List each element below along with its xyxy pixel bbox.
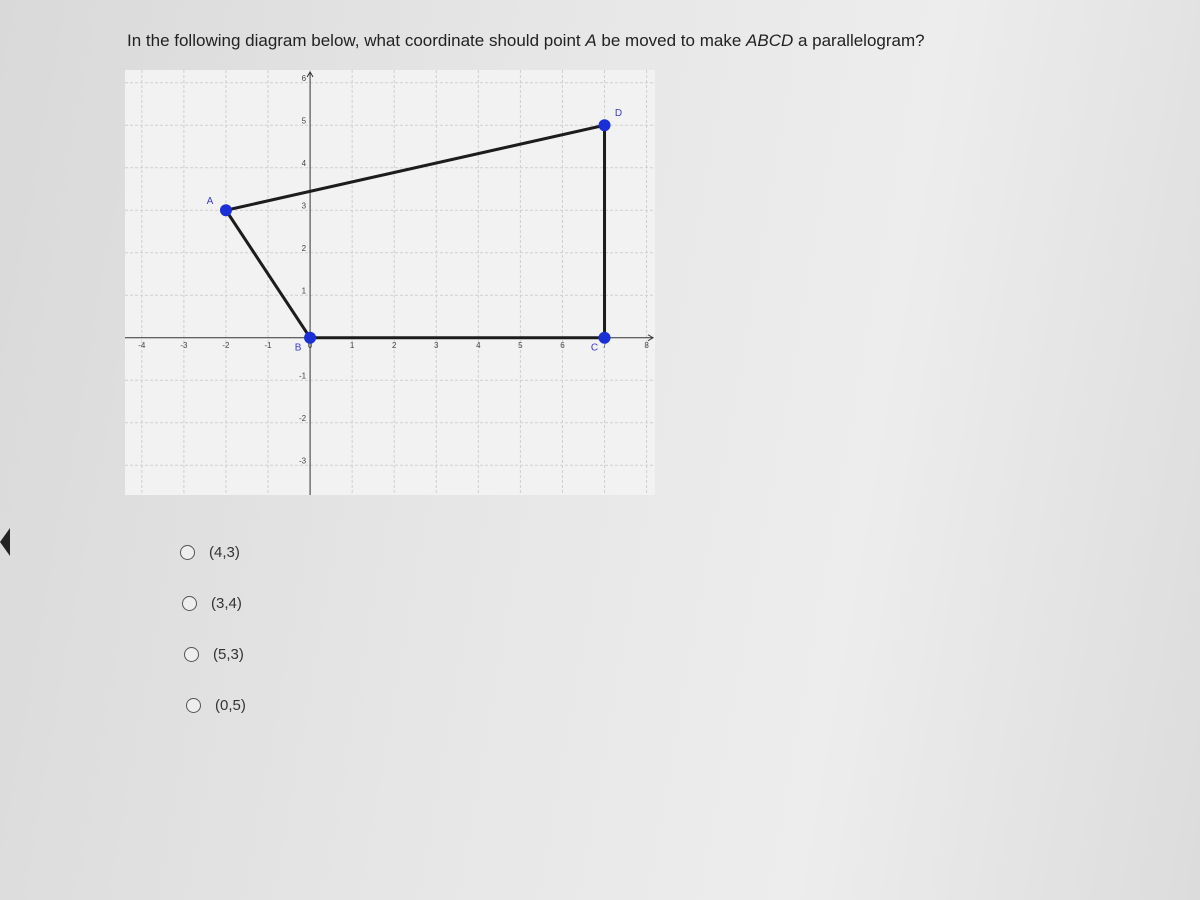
x-tick-label: -3 [180,341,188,350]
question-text: A [585,31,597,50]
point-label: C [591,342,598,353]
radio-button[interactable] [184,647,199,662]
y-tick-label: -3 [299,456,307,465]
x-tick-label: 2 [392,341,397,350]
option[interactable]: (0,5) [186,697,246,714]
x-tick-label: 8 [644,341,649,350]
x-tick-label: 7 [602,341,607,350]
y-tick-label: -1 [299,371,307,380]
option[interactable]: (3,4) [182,595,242,612]
option-label: (4,3) [209,544,240,561]
x-tick-label: 1 [350,341,355,350]
axis-arrow [647,334,654,342]
y-tick-label: 3 [302,201,307,210]
question: In the following diagram below, what coo… [127,31,925,51]
x-tick-label: 3 [434,341,439,350]
option[interactable]: (5,3) [184,646,244,663]
y-tick-label: 2 [302,244,307,253]
question-text: In the following diagram below, what coo… [127,31,586,50]
question-text: be moved to make [596,31,747,50]
point-label: A [207,196,214,207]
question-text: a parallelogram? [793,31,925,50]
radio-button[interactable] [180,545,195,560]
option-label: (0,5) [215,697,246,714]
y-tick-label: 1 [302,286,307,295]
point [598,119,611,132]
x-tick-label: -2 [222,341,230,350]
graph-background [125,70,655,495]
nav-edge[interactable] [0,528,10,556]
radio-button[interactable] [182,596,197,611]
option-label: (3,4) [211,595,242,612]
option-label: (5,3) [213,646,244,663]
radio-button[interactable] [186,698,201,713]
y-tick-label: -2 [299,414,307,423]
point [598,331,611,344]
x-tick-label: 5 [518,341,523,350]
x-tick-label: 4 [476,341,481,350]
option[interactable]: (4,3) [180,544,240,561]
point-label: B [295,342,302,353]
y-tick-label: 4 [302,159,307,168]
point [304,331,317,344]
point [219,204,232,217]
x-tick-label: -1 [264,341,272,350]
x-tick-label: -4 [138,341,146,350]
x-tick-label: 6 [560,341,565,350]
axis-arrow [306,71,314,78]
y-tick-label: 5 [302,116,307,125]
y-tick-label: 6 [302,74,307,83]
question-text: ABCD [746,31,794,50]
point-label: D [615,108,622,119]
